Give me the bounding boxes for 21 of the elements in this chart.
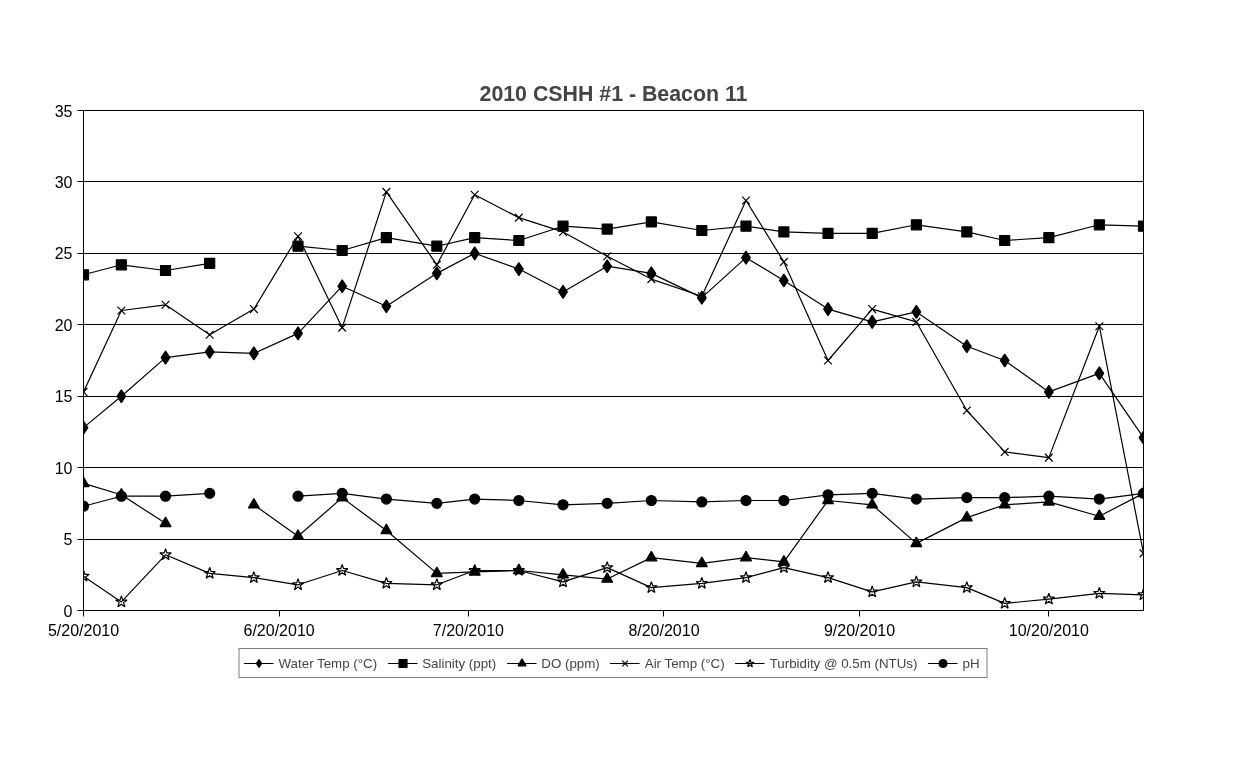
legend-label: Water Temp (°C) [278, 655, 378, 671]
y-tick-label: 25 [54, 245, 73, 263]
y-tick-label: 0 [63, 602, 73, 620]
y-tick-label: 20 [54, 316, 73, 334]
y-tick-label: 10 [54, 459, 73, 477]
legend-label: pH [962, 655, 981, 671]
y-tick-label: 35 [54, 102, 73, 120]
legend-label: Salinity (ppt) [422, 655, 497, 671]
y-tick-label: 5 [63, 531, 73, 549]
legend-label: DO (ppm) [541, 655, 600, 671]
y-tick-label: 30 [54, 173, 73, 191]
legend-label: Air Temp (°C) [644, 655, 725, 671]
chart-title: 2010 CSHH #1 - Beacon 11 [479, 81, 748, 106]
x-tick-label: 8/20/2010 [628, 621, 700, 639]
x-tick-label: 9/20/2010 [823, 621, 896, 639]
y-tick-label: 15 [54, 388, 73, 406]
x-tick-label: 10/20/2010 [1008, 621, 1089, 639]
x-tick-label: 7/20/2010 [432, 621, 505, 639]
x-tick-label: 5/20/2010 [47, 621, 120, 639]
x-tick-label: 6/20/2010 [243, 621, 315, 639]
legend-label: Turbidity @ 0.5m (NTUs) [769, 655, 918, 671]
